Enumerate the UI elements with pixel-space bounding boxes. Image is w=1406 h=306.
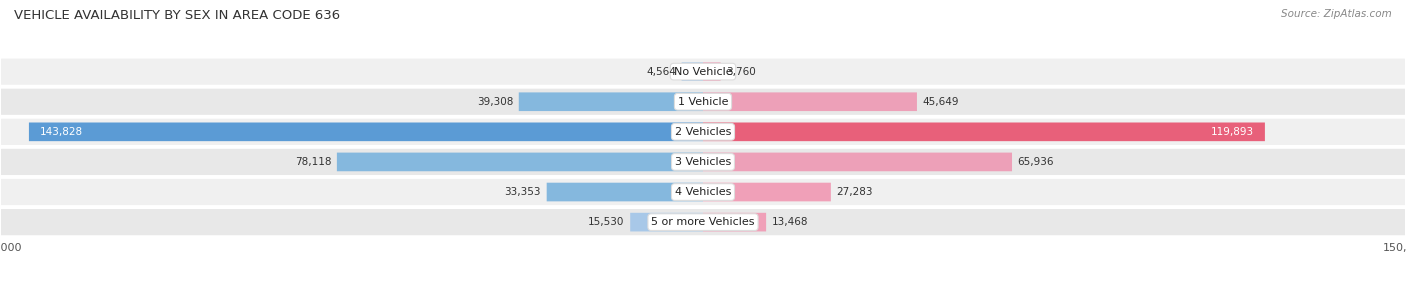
Text: 3 Vehicles: 3 Vehicles: [675, 157, 731, 167]
Text: 39,308: 39,308: [477, 97, 513, 107]
Text: 3,760: 3,760: [727, 67, 756, 76]
Text: 78,118: 78,118: [295, 157, 332, 167]
Text: 27,283: 27,283: [837, 187, 873, 197]
FancyBboxPatch shape: [0, 88, 1406, 116]
FancyBboxPatch shape: [0, 118, 1406, 146]
FancyBboxPatch shape: [682, 62, 703, 81]
Text: 5 or more Vehicles: 5 or more Vehicles: [651, 217, 755, 227]
FancyBboxPatch shape: [0, 178, 1406, 206]
FancyBboxPatch shape: [30, 122, 703, 141]
FancyBboxPatch shape: [0, 208, 1406, 236]
FancyBboxPatch shape: [703, 122, 1265, 141]
FancyBboxPatch shape: [547, 183, 703, 201]
FancyBboxPatch shape: [703, 153, 1012, 171]
FancyBboxPatch shape: [0, 58, 1406, 86]
FancyBboxPatch shape: [0, 148, 1406, 176]
Text: 65,936: 65,936: [1018, 157, 1054, 167]
Text: 2 Vehicles: 2 Vehicles: [675, 127, 731, 137]
Text: 13,468: 13,468: [772, 217, 808, 227]
Text: 33,353: 33,353: [505, 187, 541, 197]
FancyBboxPatch shape: [519, 92, 703, 111]
Text: 143,828: 143,828: [39, 127, 83, 137]
Text: 15,530: 15,530: [588, 217, 624, 227]
FancyBboxPatch shape: [703, 183, 831, 201]
Text: No Vehicle: No Vehicle: [673, 67, 733, 76]
Text: 4 Vehicles: 4 Vehicles: [675, 187, 731, 197]
Text: VEHICLE AVAILABILITY BY SEX IN AREA CODE 636: VEHICLE AVAILABILITY BY SEX IN AREA CODE…: [14, 9, 340, 22]
Text: 4,564: 4,564: [647, 67, 676, 76]
Text: Source: ZipAtlas.com: Source: ZipAtlas.com: [1281, 9, 1392, 19]
FancyBboxPatch shape: [703, 92, 917, 111]
Text: 1 Vehicle: 1 Vehicle: [678, 97, 728, 107]
FancyBboxPatch shape: [337, 153, 703, 171]
Text: 45,649: 45,649: [922, 97, 959, 107]
Text: 119,893: 119,893: [1211, 127, 1254, 137]
FancyBboxPatch shape: [703, 62, 721, 81]
FancyBboxPatch shape: [630, 213, 703, 231]
FancyBboxPatch shape: [703, 213, 766, 231]
